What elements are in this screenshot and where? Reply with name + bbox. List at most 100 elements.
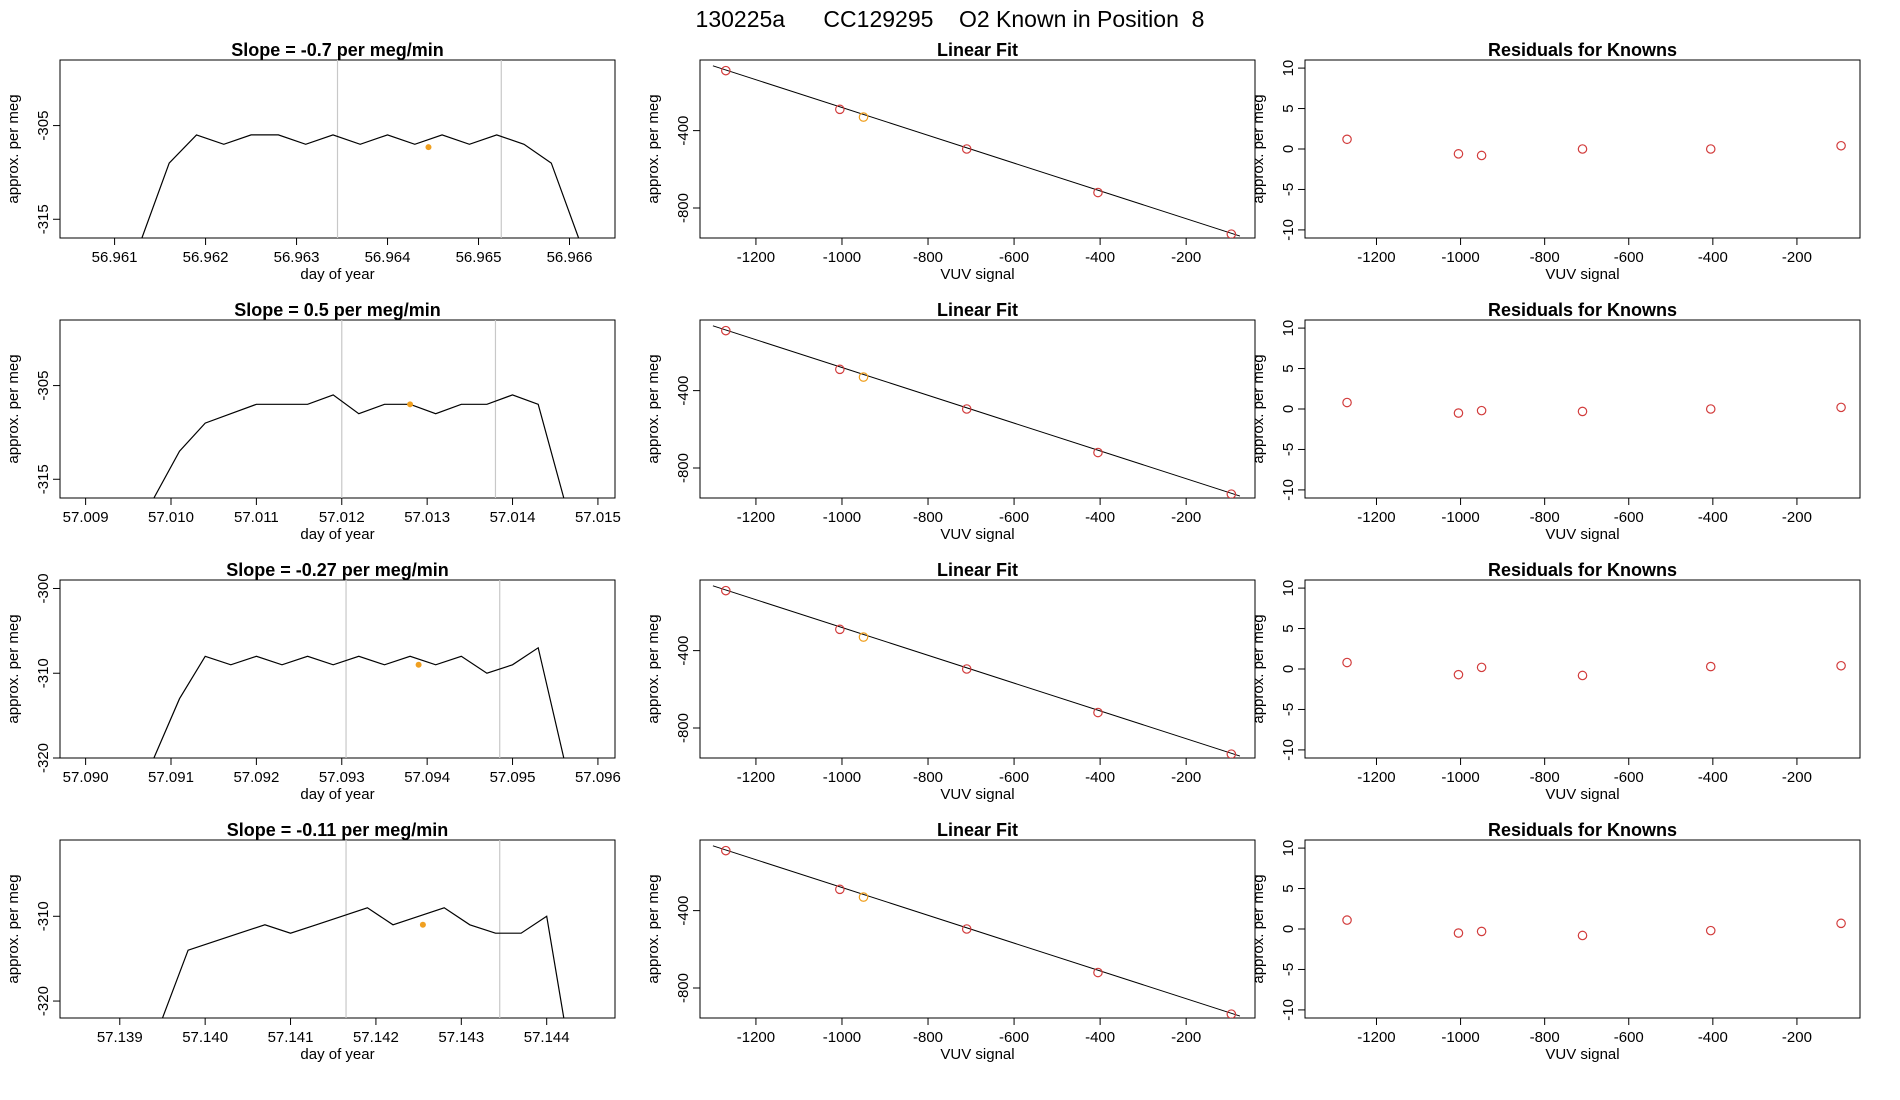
plot-area	[712, 845, 1241, 1018]
y-tick-label: -320	[35, 986, 52, 1016]
y-tick-label: 5	[1280, 364, 1297, 372]
data-point	[1577, 406, 1588, 417]
y-axis-label: approx. per meg	[645, 354, 662, 463]
plot-frame	[1304, 319, 1861, 499]
y-tick-label: -400	[675, 116, 692, 146]
plot-area	[161, 840, 565, 1018]
x-tick-label: -1200	[1357, 509, 1395, 526]
x-axis-label: day of year	[300, 786, 374, 803]
figure-title: 130225a CC129295 O2 Known in Position 8	[695, 6, 1205, 32]
x-tick-label: 57.092	[233, 769, 279, 786]
data-point	[1476, 150, 1487, 161]
y-tick-label: -10	[1280, 739, 1297, 761]
data-point	[835, 364, 845, 375]
data-point	[1577, 144, 1588, 154]
x-axis-label: VUV signal	[1545, 1046, 1619, 1063]
x-axis-label: day of year	[300, 266, 374, 283]
x-axis-label: VUV signal	[1545, 266, 1619, 283]
x-tick-label: 56.964	[365, 249, 411, 266]
x-tick-label: 57.141	[268, 1029, 314, 1046]
y-tick-label: 10	[1280, 320, 1297, 337]
x-tick-label: -1200	[737, 1029, 775, 1046]
x-axis-label: day of year	[300, 1046, 374, 1063]
plot-frame	[59, 579, 616, 759]
x-tick-label: 57.096	[575, 769, 621, 786]
y-tick-label: -5	[1280, 443, 1297, 456]
data-point	[721, 65, 731, 76]
data-point	[961, 404, 972, 414]
x-tick-label: 57.093	[319, 769, 365, 786]
x-tick-label: 57.095	[490, 769, 536, 786]
x-tick-label: -1000	[823, 249, 861, 266]
y-tick-label: -400	[675, 896, 692, 926]
x-tick-label: -400	[1085, 769, 1115, 786]
x-tick-label: -400	[1085, 249, 1115, 266]
data-line	[141, 134, 580, 238]
y-tick-label: 10	[1280, 60, 1297, 77]
y-tick-label: -5	[1280, 963, 1297, 976]
x-axis-label: VUV signal	[940, 786, 1014, 803]
chart-title: Residuals for Knowns	[1488, 40, 1677, 60]
x-tick-label: -1200	[1357, 249, 1395, 266]
highlight-point	[858, 112, 869, 122]
x-tick-label: -200	[1782, 1029, 1812, 1046]
highlight-point	[425, 144, 432, 151]
data-point	[1453, 149, 1464, 159]
data-point	[1453, 669, 1464, 680]
data-point	[1093, 447, 1103, 458]
fit-line	[712, 65, 1241, 237]
plot-frame	[699, 319, 1256, 499]
chart-panel-9: Residuals for Knowns -1200 -1000 -800 -600 -4…	[1250, 560, 1861, 803]
y-tick-label: 5	[1280, 884, 1297, 892]
y-tick-label: -400	[675, 636, 692, 666]
x-tick-label: 57.015	[575, 509, 621, 526]
chart-title: Linear Fit	[937, 560, 1018, 580]
y-tick-label: 10	[1280, 580, 1297, 597]
x-tick-label: -800	[913, 1029, 943, 1046]
y-tick-label: -10	[1280, 479, 1297, 501]
x-tick-label: -200	[1171, 769, 1201, 786]
data-point	[1577, 930, 1588, 941]
y-tick-label: -400	[675, 376, 692, 406]
x-tick-label: -1200	[737, 509, 775, 526]
x-tick-label: -600	[999, 509, 1029, 526]
highlight-point	[419, 921, 426, 928]
x-tick-label: -200	[1782, 769, 1812, 786]
chart-panel-3: Residuals for Knowns -1200 -1000 -800 -600 -4…	[1250, 40, 1861, 283]
x-axis-label: VUV signal	[940, 526, 1014, 543]
highlight-point	[858, 632, 869, 642]
data-point	[1836, 402, 1846, 413]
data-point	[1342, 397, 1352, 408]
data-point	[721, 585, 731, 596]
y-tick-label: -10	[1280, 219, 1297, 241]
plot-frame	[699, 579, 1256, 759]
x-tick-label: 56.963	[274, 249, 320, 266]
chart-panel-1: Slope = -0.7 per meg/min 56.961 56.962 56.9…	[5, 40, 616, 283]
data-line	[153, 394, 565, 498]
y-tick-label: -300	[35, 573, 52, 603]
x-tick-label: -1000	[823, 509, 861, 526]
y-tick-label: -310	[35, 658, 52, 688]
data-point	[1577, 670, 1588, 681]
data-point	[835, 104, 845, 115]
y-tick-label: -310	[35, 901, 52, 931]
x-tick-label: 57.010	[148, 509, 194, 526]
y-tick-label: 5	[1280, 624, 1297, 632]
data-point	[1226, 489, 1237, 498]
x-tick-label: 57.139	[97, 1029, 143, 1046]
data-point	[721, 845, 731, 856]
y-axis-label: approx. per meg	[1250, 354, 1267, 463]
x-tick-label: -600	[1614, 1029, 1644, 1046]
x-tick-label: -800	[913, 509, 943, 526]
x-tick-label: -400	[1698, 1029, 1728, 1046]
x-tick-label: -400	[1698, 509, 1728, 526]
data-point	[1705, 925, 1716, 936]
data-point	[1342, 657, 1352, 668]
x-tick-label: -600	[999, 1029, 1029, 1046]
x-tick-label: 57.144	[524, 1029, 570, 1046]
x-axis-label: VUV signal	[940, 1046, 1014, 1063]
y-tick-label: -800	[675, 193, 692, 223]
chart-title: Residuals for Knowns	[1488, 820, 1677, 840]
chart-title: Residuals for Knowns	[1488, 560, 1677, 580]
plot-frame	[699, 839, 1256, 1019]
